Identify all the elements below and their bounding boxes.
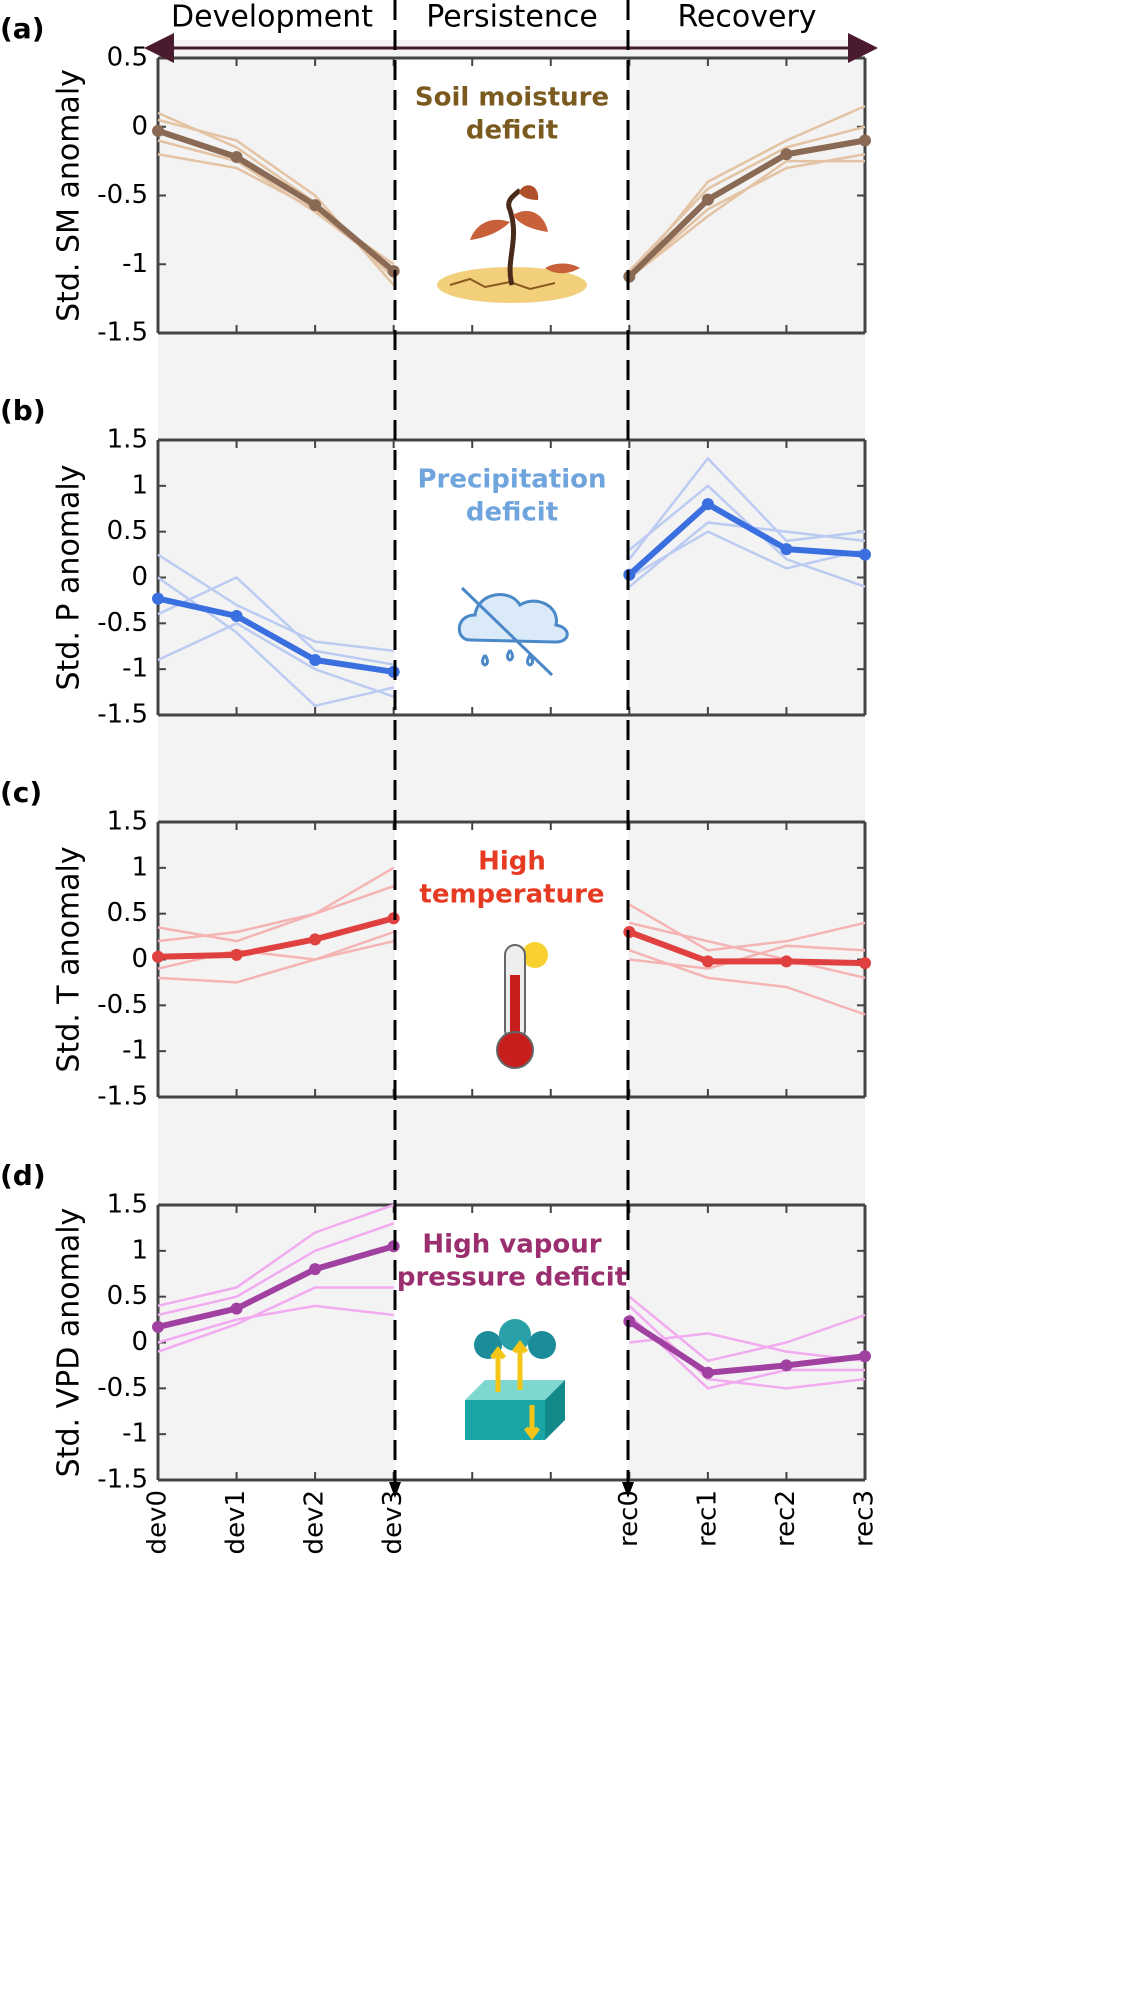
panel-label: (c)	[0, 776, 42, 809]
y-tick-label: 0	[131, 944, 148, 974]
phase-label: Persistence	[426, 0, 598, 35]
mean-point	[701, 498, 714, 511]
y-tick-label: -1.5	[97, 1465, 148, 1495]
mean-point	[230, 610, 243, 622]
y-tick-label: -0.5	[97, 990, 148, 1020]
x-tick-label: rec2	[771, 1490, 801, 1547]
persistence-box	[395, 440, 628, 715]
member-line	[157, 1304, 866, 1390]
x-tick-label: dev3	[378, 1490, 408, 1554]
x-tick-label: dev1	[221, 1490, 251, 1554]
panel-label: (a)	[0, 12, 45, 45]
y-tick-label: 0.5	[107, 43, 148, 73]
y-tick-label: -0.5	[97, 608, 148, 638]
x-tick-label: dev0	[143, 1490, 173, 1554]
phase-label: Recovery	[677, 0, 816, 35]
mean-point	[309, 933, 322, 946]
member-line	[157, 1286, 865, 1390]
y-tick-label: 1	[131, 470, 148, 500]
y-tick-label: -0.5	[97, 1373, 148, 1403]
mean-point	[309, 1263, 322, 1276]
mean-point	[701, 1366, 714, 1379]
y-tick-label: -1	[122, 1419, 148, 1449]
y-tick-label: 0.5	[107, 516, 148, 546]
y-tick-label: -0.5	[97, 180, 148, 210]
y-axis-title: Std. T anomaly	[52, 846, 87, 1072]
thermometer-icon	[496, 942, 548, 1069]
member-line	[157, 1222, 866, 1363]
y-axis-title: Std. P anomaly	[52, 465, 87, 691]
mean-point	[230, 1302, 243, 1315]
y-tick-label: -1.5	[97, 700, 148, 730]
mean-line	[157, 501, 866, 675]
y-axis-title: Std. VPD anomaly	[52, 1208, 87, 1478]
mean-point	[230, 948, 243, 961]
x-tick-label: rec1	[692, 1490, 722, 1547]
annotation: deficit	[466, 498, 558, 528]
x-tick-label: rec3	[850, 1490, 880, 1547]
y-tick-label: 1.5	[107, 807, 148, 837]
y-axis-title: Std. SM anomaly	[52, 69, 87, 322]
mean-point	[309, 654, 322, 666]
mean-point	[152, 1320, 164, 1333]
annotation: pressure deficit	[397, 1263, 627, 1293]
phase-dividers	[393, 0, 630, 1485]
x-tick-label: rec0	[614, 1490, 644, 1547]
panel-label: (d)	[0, 1159, 46, 1192]
divider-arrows	[389, 1482, 634, 1498]
y-tick-label: 1.5	[107, 1190, 148, 1220]
no-rain-icon	[457, 586, 569, 677]
y-tick-label: 0	[131, 111, 148, 141]
y-tick-label: 1	[131, 1235, 148, 1265]
y-tick-label: 0.5	[107, 1281, 148, 1311]
annotation: deficit	[466, 116, 558, 146]
annotation: High	[478, 847, 546, 877]
mean-point	[309, 199, 322, 212]
mean-point	[701, 955, 714, 968]
phase-label: Development	[171, 0, 373, 35]
y-tick-label: -1.5	[97, 318, 148, 348]
mean-point	[780, 543, 793, 556]
member-line	[157, 866, 866, 952]
y-tick-label: 0	[131, 562, 148, 592]
annotation: temperature	[419, 880, 604, 910]
mean-line	[157, 128, 866, 279]
annotation: Precipitation	[417, 465, 606, 495]
mean-point	[152, 592, 164, 605]
mean-point	[152, 950, 164, 963]
y-tick-label: 1	[131, 852, 148, 882]
y-tick-label: -1	[122, 1036, 148, 1066]
y-tick-label: -1	[122, 654, 148, 684]
mean-line	[157, 1243, 866, 1376]
mean-point	[780, 955, 793, 968]
y-tick-label: 0	[131, 1327, 148, 1357]
y-tick-label: 0.5	[107, 898, 148, 928]
member-line	[157, 939, 866, 970]
y-tick-label: -1.5	[97, 1082, 148, 1112]
mean-point	[859, 957, 871, 970]
x-tick-label: dev2	[300, 1490, 330, 1554]
member-line	[157, 884, 866, 980]
annotation: Soil moisture	[415, 83, 609, 113]
panel-label: (b)	[0, 394, 46, 427]
y-tick-label: -1	[122, 249, 148, 279]
mean-point	[152, 124, 164, 137]
mean-line	[157, 915, 866, 967]
mean-point	[701, 193, 714, 206]
mean-point	[859, 134, 871, 147]
mean-point	[859, 1350, 871, 1363]
member-line	[157, 1203, 866, 1363]
drought-icon	[437, 185, 587, 303]
mean-point	[859, 548, 871, 561]
annotation: High vapour	[422, 1230, 601, 1260]
mean-point	[780, 1359, 793, 1372]
y-tick-label: 1.5	[107, 425, 148, 455]
mean-point	[780, 148, 793, 161]
vpd-icon	[465, 1319, 565, 1441]
mean-point	[230, 151, 243, 163]
